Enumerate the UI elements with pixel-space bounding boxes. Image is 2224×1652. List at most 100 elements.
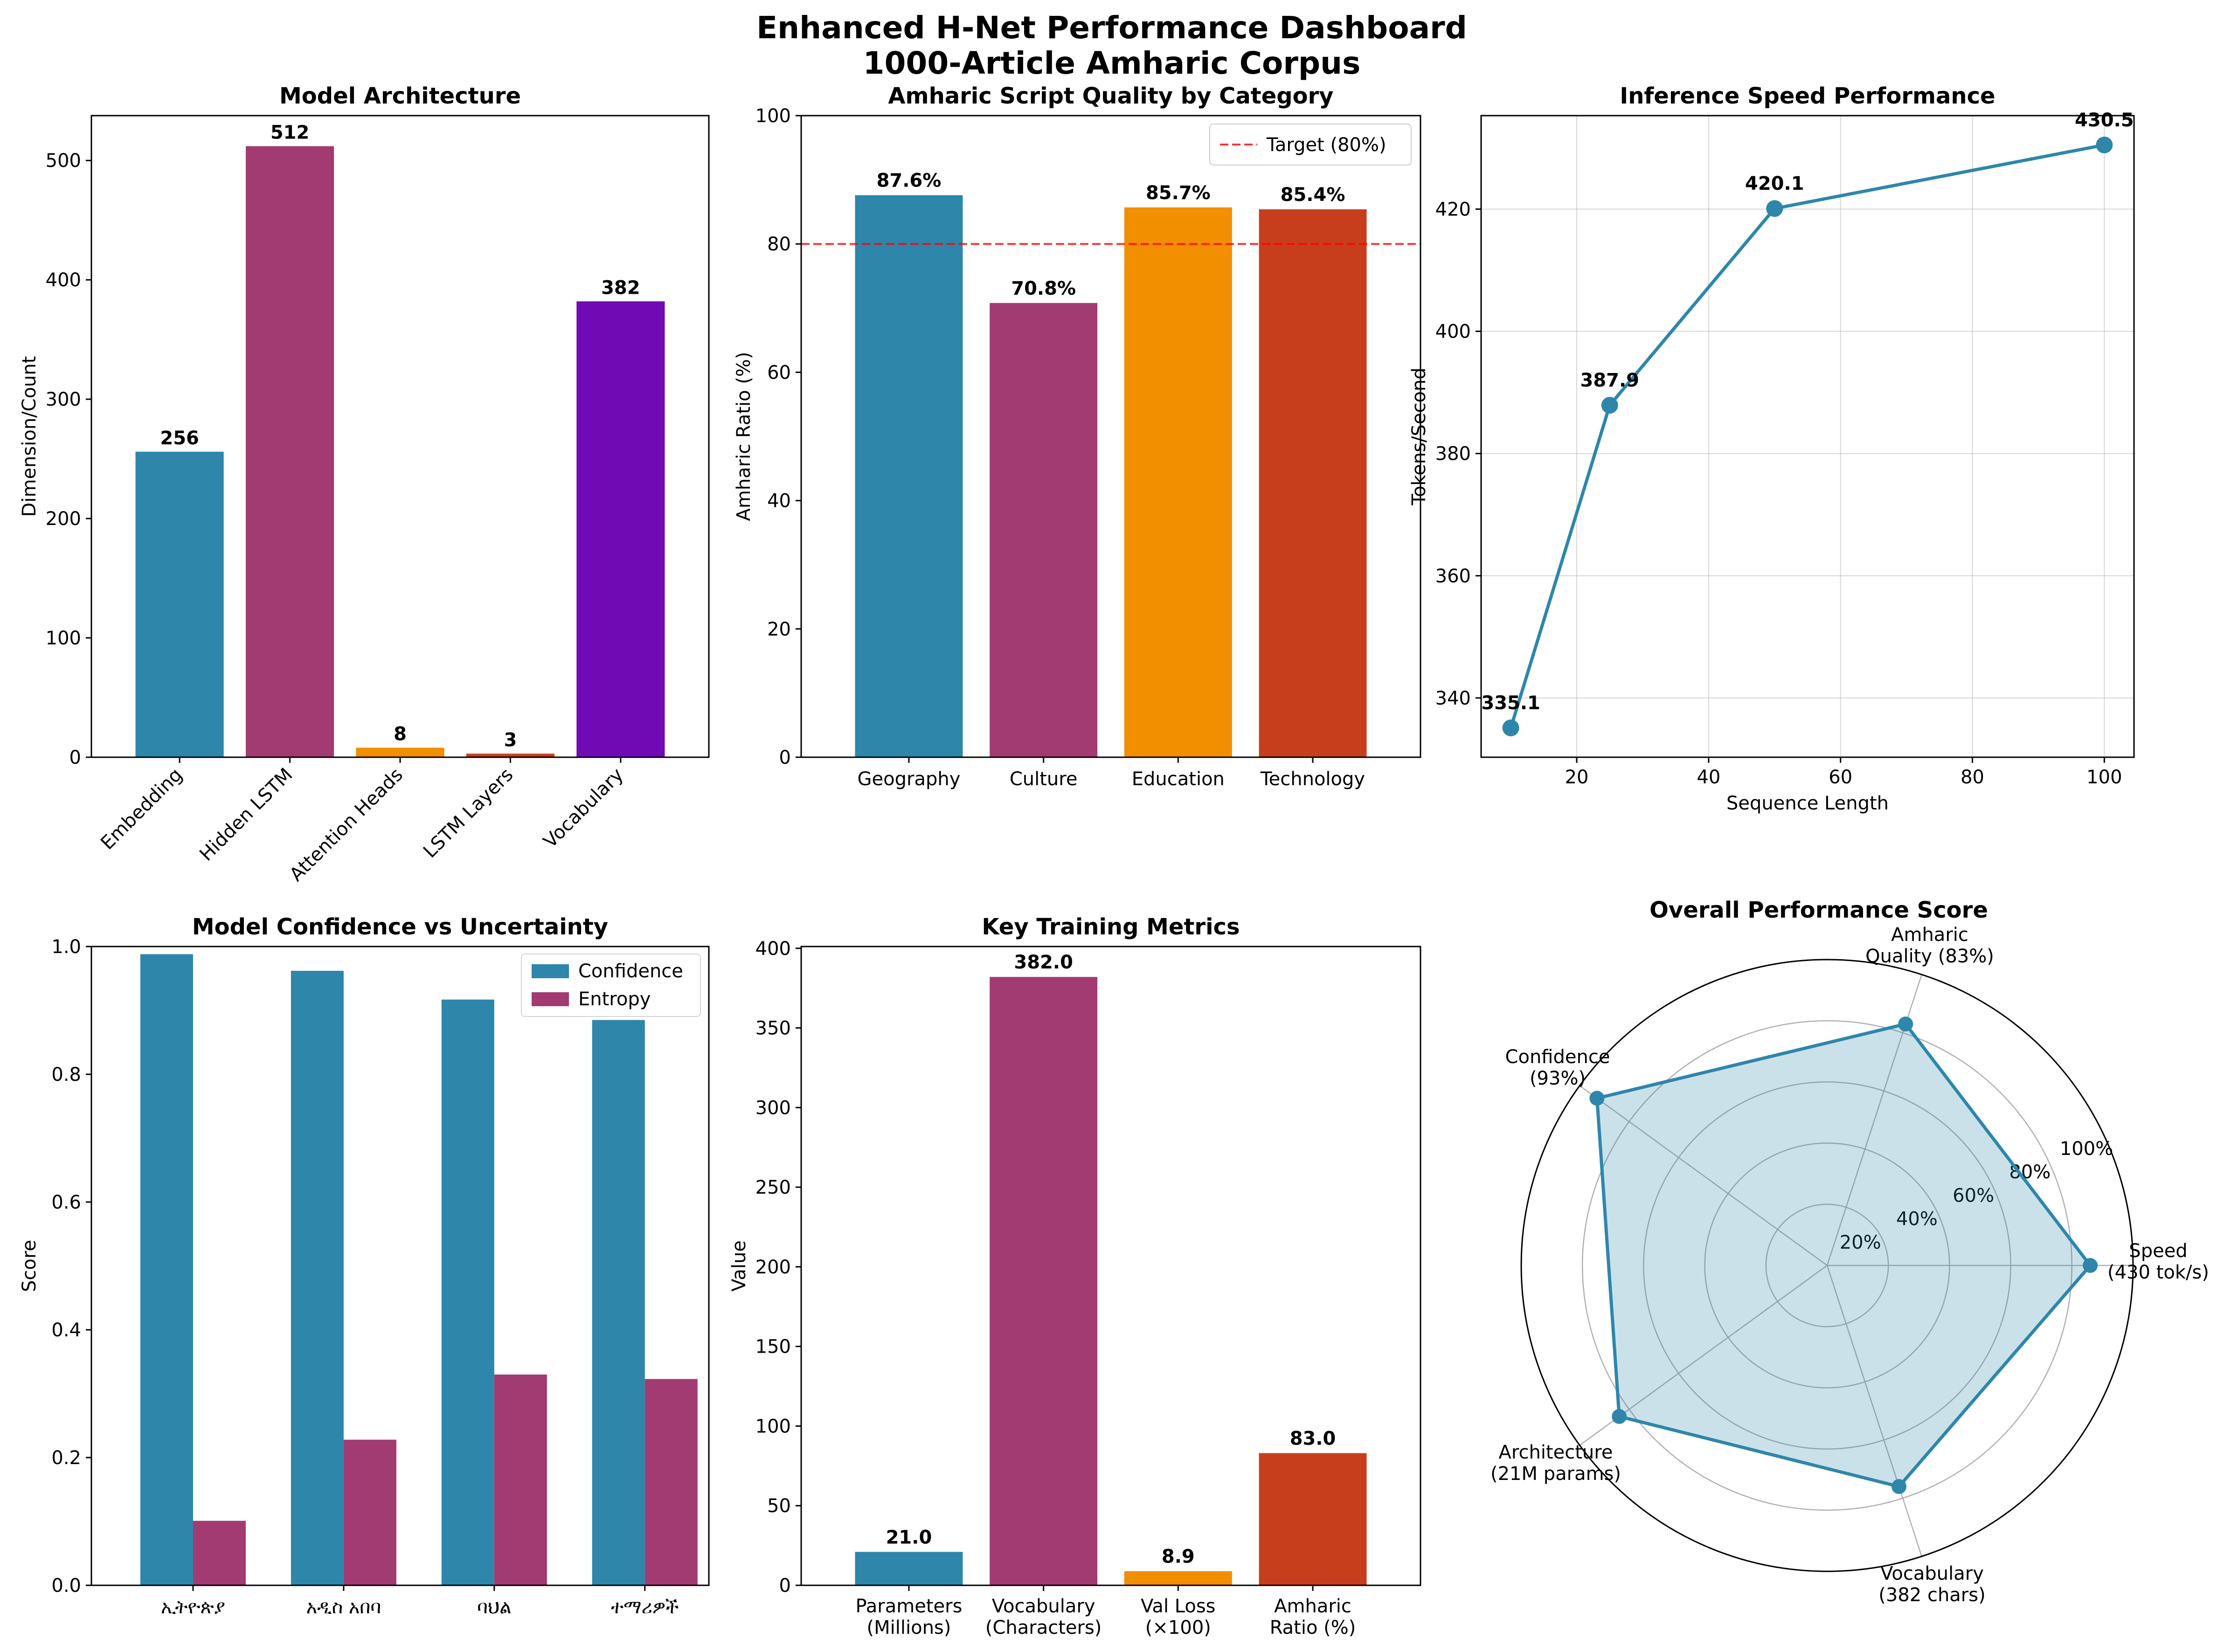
architecture-ytick-label: 100 xyxy=(46,628,81,649)
confidence-bar-confidence xyxy=(441,999,494,1585)
speed-ytick-label: 360 xyxy=(1435,566,1471,587)
radar-point xyxy=(1891,1479,1907,1494)
architecture-bar xyxy=(466,753,554,757)
confidence-frame xyxy=(90,946,710,1586)
training-xtick-label: (Characters) xyxy=(985,1617,1102,1638)
speed-point-label: 335.1 xyxy=(1481,692,1540,714)
architecture-xtick-label: LSTM Layers xyxy=(419,764,518,863)
quality-ytick-label: 0 xyxy=(779,747,791,768)
quality-ytick-label: 40 xyxy=(767,491,791,512)
confidence-ytick-label: 0.2 xyxy=(51,1447,81,1469)
confidence-xtick-label: ኢትዮጵያ xyxy=(161,1597,225,1618)
radar-rtick-label: 80% xyxy=(2009,1161,2051,1183)
training-xtick-label: Val Loss xyxy=(1141,1596,1215,1617)
speed-xlabel: Sequence Length xyxy=(1726,793,1889,814)
architecture-xtick-label: Attention Heads xyxy=(285,764,407,886)
quality-ytick-label: 80 xyxy=(767,234,791,255)
architecture-ytick-label: 500 xyxy=(46,150,81,172)
quality-bar xyxy=(990,303,1098,757)
panel-overall: Overall Performance Score 20% 40% 60% 80% 100… xyxy=(1490,897,2209,1606)
training-ytick-label: 100 xyxy=(755,1416,791,1437)
radar-axis-label: Amharic xyxy=(1891,924,1968,946)
legend-label-entropy: Entropy xyxy=(578,988,651,1010)
architecture-xtick-label: Vocabulary xyxy=(540,764,628,852)
quality-title: Amharic Script Quality by Category xyxy=(888,83,1333,109)
training-ytick-label: 50 xyxy=(767,1495,791,1517)
architecture-bar xyxy=(135,451,224,757)
speed-point-label: 420.1 xyxy=(1745,173,1804,194)
legend-swatch-confidence xyxy=(532,964,569,978)
training-xtick-label: (Millions) xyxy=(867,1617,951,1638)
training-ytick-label: 150 xyxy=(755,1336,791,1358)
architecture-value-label: 382 xyxy=(601,277,640,298)
training-xtick-label: Amharic xyxy=(1274,1596,1351,1617)
speed-xtick-label: 60 xyxy=(1829,767,1852,788)
confidence-ylabel: Score xyxy=(19,1240,40,1292)
architecture-bar xyxy=(356,747,444,757)
overall-title: Overall Performance Score xyxy=(1649,897,1988,923)
quality-xtick-label: Education xyxy=(1132,768,1225,790)
quality-value-label: 87.6% xyxy=(877,170,942,192)
training-value-label: 21.0 xyxy=(886,1527,932,1548)
speed-xtick-label: 40 xyxy=(1697,767,1720,788)
quality-ytick-label: 20 xyxy=(767,619,791,640)
confidence-xtick-label: ተማሪዎች xyxy=(611,1597,679,1618)
panel-architecture: Model Architecture 0 100 200 300 400 500 Dimens… xyxy=(19,83,710,886)
architecture-bar xyxy=(246,146,334,757)
training-value-label: 382.0 xyxy=(1014,952,1073,973)
training-xtick-label: Parameters xyxy=(855,1596,962,1617)
architecture-bar xyxy=(576,301,665,757)
architecture-xtick-label: Hidden LSTM xyxy=(195,764,297,865)
training-bar xyxy=(1124,1571,1232,1585)
training-ytick-label: 250 xyxy=(755,1177,791,1198)
panel-speed: Inference Speed Performance 340 360 380 400 4… xyxy=(1408,83,2135,814)
confidence-ytick-label: 1.0 xyxy=(51,936,81,958)
speed-ytick-label: 380 xyxy=(1435,443,1471,465)
confidence-bar-entropy xyxy=(343,1439,396,1585)
radar-axis-label: (430 tok/s) xyxy=(2107,1262,2209,1283)
figure-title-line2: 1000-Article Amharic Corpus xyxy=(863,45,1361,81)
architecture-title: Model Architecture xyxy=(279,83,521,109)
quality-value-label: 85.7% xyxy=(1146,182,1211,204)
radar-spoke xyxy=(1579,1085,1828,1266)
quality-value-label: 85.4% xyxy=(1281,184,1345,206)
quality-ytick-label: 100 xyxy=(755,105,791,127)
legend-label-confidence: Confidence xyxy=(578,961,683,982)
radar-rtick-label: 100% xyxy=(2060,1138,2113,1160)
speed-xtick-label: 80 xyxy=(1961,767,1984,788)
quality-value-label: 70.8% xyxy=(1011,278,1076,299)
quality-xtick-label: Culture xyxy=(1010,768,1078,790)
radar-axis-label: (21M params) xyxy=(1490,1463,1621,1485)
architecture-ytick-label: 0 xyxy=(69,747,81,768)
quality-frame xyxy=(800,115,1421,758)
speed-point-label: 387.9 xyxy=(1580,370,1639,391)
radar-axis-label: Architecture xyxy=(1499,1442,1613,1463)
speed-xtick-label: 20 xyxy=(1565,767,1589,788)
architecture-value-label: 8 xyxy=(394,724,407,745)
architecture-xtick-label: Embedding xyxy=(97,764,187,854)
training-ytick-label: 350 xyxy=(755,1018,791,1039)
training-ytick-label: 400 xyxy=(755,938,791,960)
legend-target-label: Target (80%) xyxy=(1266,134,1386,156)
training-xtick-label: Vocabulary xyxy=(992,1596,1095,1617)
training-bar xyxy=(855,1552,963,1585)
confidence-ytick-label: 0.8 xyxy=(51,1064,81,1085)
radar-axis-label: Quality (83%) xyxy=(1865,946,1994,967)
speed-line xyxy=(1509,143,2105,729)
speed-point-label: 430.5 xyxy=(2075,110,2134,131)
speed-ylabel: Tokens/Second xyxy=(1408,367,1430,505)
speed-point xyxy=(1601,397,1618,414)
confidence-ytick-label: 0.4 xyxy=(51,1320,81,1341)
figure-title-line1: Enhanced H-Net Performance Dashboard xyxy=(756,10,1467,46)
speed-frame xyxy=(1480,115,2135,758)
architecture-value-label: 256 xyxy=(160,428,199,449)
confidence-bar-entropy xyxy=(644,1379,698,1585)
quality-ytick-label: 60 xyxy=(767,362,791,383)
quality-bar xyxy=(1124,207,1232,757)
training-ytick-label: 200 xyxy=(755,1257,791,1278)
confidence-xtick-label: አዲስ አበባ xyxy=(306,1597,381,1618)
architecture-ytick-label: 200 xyxy=(46,508,81,530)
confidence-bar-confidence xyxy=(140,954,193,1585)
radar-axis-label: Vocabulary xyxy=(1880,1563,1984,1584)
